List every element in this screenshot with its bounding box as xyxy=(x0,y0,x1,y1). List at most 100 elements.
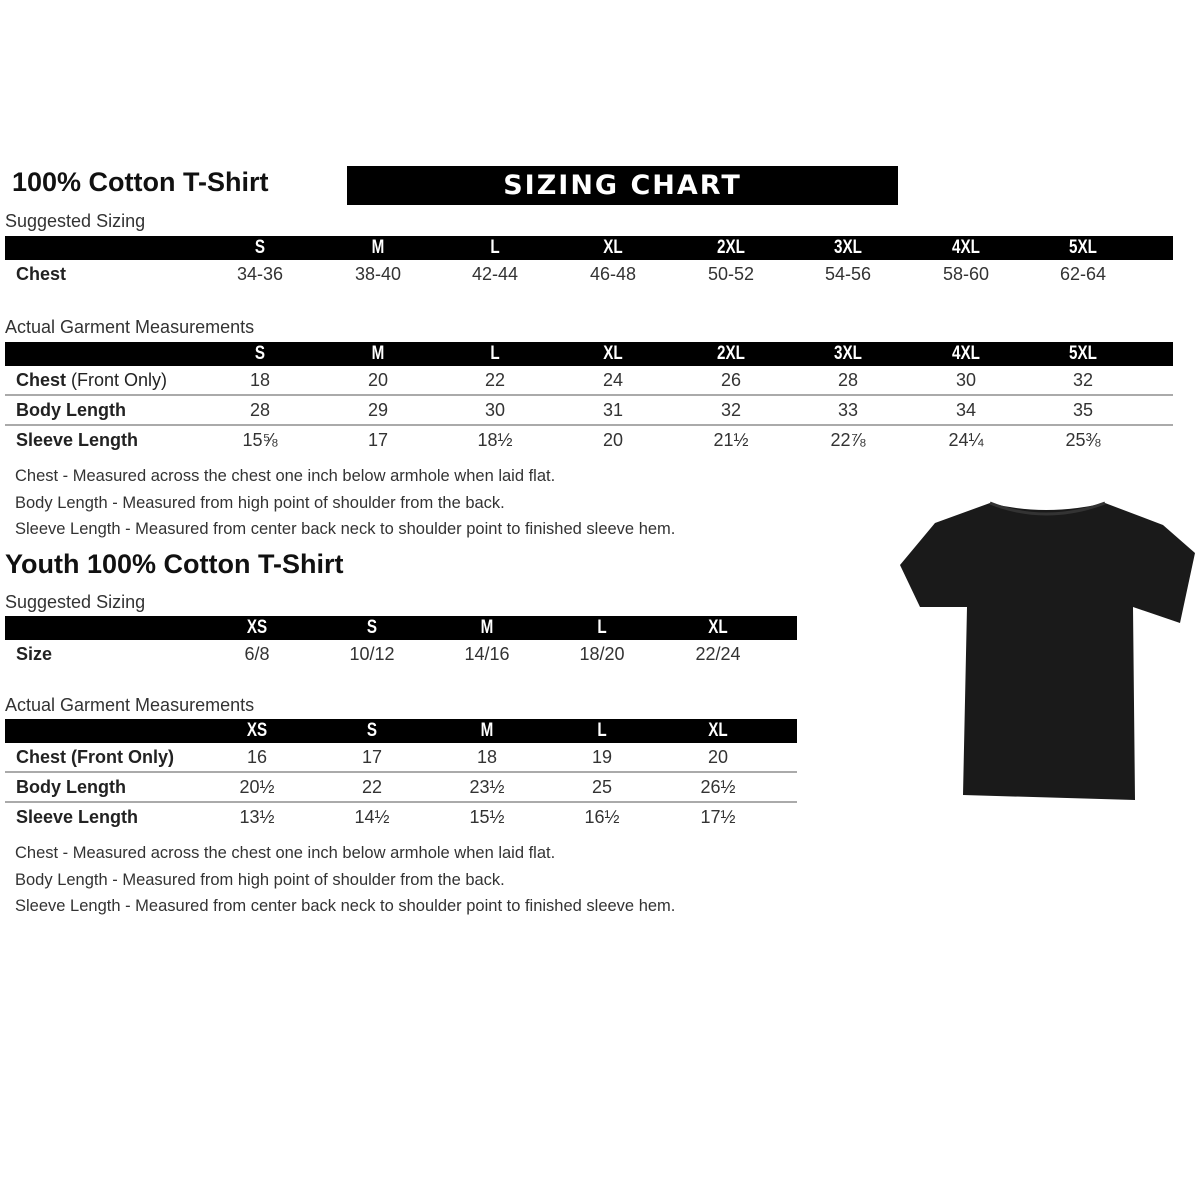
cell-value: 10/12 xyxy=(349,644,395,664)
size-header: 4XL xyxy=(952,343,980,364)
size-header-row: S M L XL 2XL 3XL 4XL 5XL xyxy=(5,342,1173,366)
cell-value: 15⅝ xyxy=(242,430,278,450)
cell-value: 16 xyxy=(246,747,268,767)
cell-value: 18 xyxy=(476,747,498,767)
cell-value: 22/24 xyxy=(695,644,741,664)
cell-value: 14/16 xyxy=(464,644,510,664)
cell-value: 54-56 xyxy=(824,264,872,284)
cell-value: 28 xyxy=(837,370,859,390)
cell-value: 20½ xyxy=(239,777,275,797)
cell-value: 30 xyxy=(955,370,977,390)
note-sleeve-length: Sleeve Length - Measured from center bac… xyxy=(15,897,676,915)
cell-value: 13½ xyxy=(239,807,275,827)
size-header: 4XL xyxy=(952,237,980,258)
size-header-row: S M L XL 2XL 3XL 4XL 5XL xyxy=(5,236,1173,260)
row-label-text: Sleeve Length xyxy=(16,807,139,827)
cell-value: 24¼ xyxy=(948,430,984,450)
cell-value: 31 xyxy=(602,400,624,420)
youth-title: Youth 100% Cotton T-Shirt xyxy=(5,549,344,579)
size-header: M xyxy=(371,237,385,258)
size-header: 2XL xyxy=(717,237,745,258)
size-header: 3XL xyxy=(834,343,862,364)
table-row: Chest (Front Only) 18 20 22 24 26 28 30 32 xyxy=(5,366,1173,396)
size-header-row: XS S M L XL xyxy=(5,719,797,743)
youth-actual-label: Actual Garment Measurements xyxy=(5,695,255,715)
cell-value: 20 xyxy=(602,430,624,450)
cell-value: 33 xyxy=(837,400,859,420)
size-header: XL xyxy=(708,617,728,638)
row-label-text: Body Length xyxy=(16,400,126,420)
table-row: Sleeve Length 15⅝ 17 18½ 20 21½ 22⅞ 24¼ 25⅜ xyxy=(5,426,1173,454)
size-header: 3XL xyxy=(834,237,862,258)
table-row: Body Length 20½ 22 23½ 25 26½ xyxy=(5,773,797,803)
cell-value: 19 xyxy=(591,747,613,767)
size-header: XL xyxy=(603,237,623,258)
cell-value: 18/20 xyxy=(579,644,625,664)
size-header: S xyxy=(366,617,378,638)
row-label: Body Length xyxy=(16,777,126,798)
cell-value: 14½ xyxy=(354,807,390,827)
youth-suggested-table: XS S M L XL Size 6/8 10/12 14/16 18/20 22/24 xyxy=(5,616,797,668)
cell-value: 58-60 xyxy=(942,264,990,284)
size-header: L xyxy=(597,617,607,638)
cell-value: 46-48 xyxy=(589,264,637,284)
row-label-note: (Front Only) xyxy=(66,370,168,390)
cell-value: 23½ xyxy=(469,777,505,797)
cell-value: 62-64 xyxy=(1059,264,1107,284)
note-chest: Chest - Measured across the chest one in… xyxy=(15,844,556,862)
note-body-length: Body Length - Measured from high point o… xyxy=(15,870,505,889)
size-header: XL xyxy=(603,343,623,364)
cell-value: 28 xyxy=(249,400,271,420)
size-header: XS xyxy=(246,617,268,638)
size-header: L xyxy=(490,343,500,364)
cell-value: 17½ xyxy=(700,807,736,827)
row-label-text: Sleeve Length xyxy=(16,430,139,450)
cell-value: 25⅜ xyxy=(1065,430,1101,450)
size-header: M xyxy=(480,720,494,741)
tshirt-icon xyxy=(900,501,1195,800)
cell-value: 32 xyxy=(1072,370,1094,390)
cell-value: 32 xyxy=(720,400,742,420)
adult-suggested-label: Suggested Sizing xyxy=(5,211,146,231)
cell-value: 34-36 xyxy=(236,264,284,284)
cell-value: 34 xyxy=(955,400,977,420)
table-row: Size 6/8 10/12 14/16 18/20 22/24 xyxy=(5,640,797,668)
table-row: Sleeve Length 13½ 14½ 15½ 16½ 17½ xyxy=(5,803,797,831)
table-row: Chest (Front Only) 16 17 18 19 20 xyxy=(5,743,797,773)
youth-notes: Chest - Measured across the chest one in… xyxy=(15,844,675,924)
size-header: XL xyxy=(708,720,728,741)
adult-actual-table: S M L XL 2XL 3XL 4XL 5XL Chest (Front Only) 18 20 2… xyxy=(5,342,1173,454)
row-label: Chest xyxy=(16,264,66,285)
size-header: 5XL xyxy=(1069,343,1097,364)
cell-value: 17 xyxy=(361,747,383,767)
adult-suggested-table: S M L XL 2XL 3XL 4XL 5XL Chest 34-36 38-40 42-44 46-… xyxy=(5,236,1173,288)
cell-value: 38-40 xyxy=(354,264,402,284)
size-header: M xyxy=(371,343,385,364)
row-label-text: Body Length xyxy=(16,777,126,797)
row-label: Chest (Front Only) xyxy=(16,747,174,768)
size-header: 5XL xyxy=(1069,237,1097,258)
row-label: Size xyxy=(16,644,52,665)
size-header: 2XL xyxy=(717,343,745,364)
sizing-chart-banner: SIZING CHART xyxy=(347,166,898,205)
cell-value: 35 xyxy=(1072,400,1094,420)
row-label-text: Chest xyxy=(16,370,67,390)
note-sleeve-length: Sleeve Length - Measured from center bac… xyxy=(15,520,676,538)
cell-value: 17 xyxy=(367,430,389,450)
size-header: S xyxy=(366,720,378,741)
cell-value: 26 xyxy=(720,370,742,390)
table-row: Body Length 28 29 30 31 32 33 34 35 xyxy=(5,396,1173,426)
youth-actual-table: XS S M L XL Chest (Front Only) 16 17 18 19 20 Body … xyxy=(5,719,797,831)
cell-value: 15½ xyxy=(469,807,505,827)
cell-value: 18½ xyxy=(477,430,513,450)
adult-title: 100% Cotton T-Shirt xyxy=(12,167,269,197)
youth-suggested-label: Suggested Sizing xyxy=(5,592,146,612)
row-label: Chest (Front Only) xyxy=(16,370,167,391)
note-body-length: Body Length - Measured from high point o… xyxy=(15,493,505,512)
cell-value: 6/8 xyxy=(244,644,270,664)
size-header: L xyxy=(597,720,607,741)
row-label: Body Length xyxy=(16,400,126,421)
cell-value: 25 xyxy=(591,777,613,797)
cell-value: 16½ xyxy=(584,807,620,827)
